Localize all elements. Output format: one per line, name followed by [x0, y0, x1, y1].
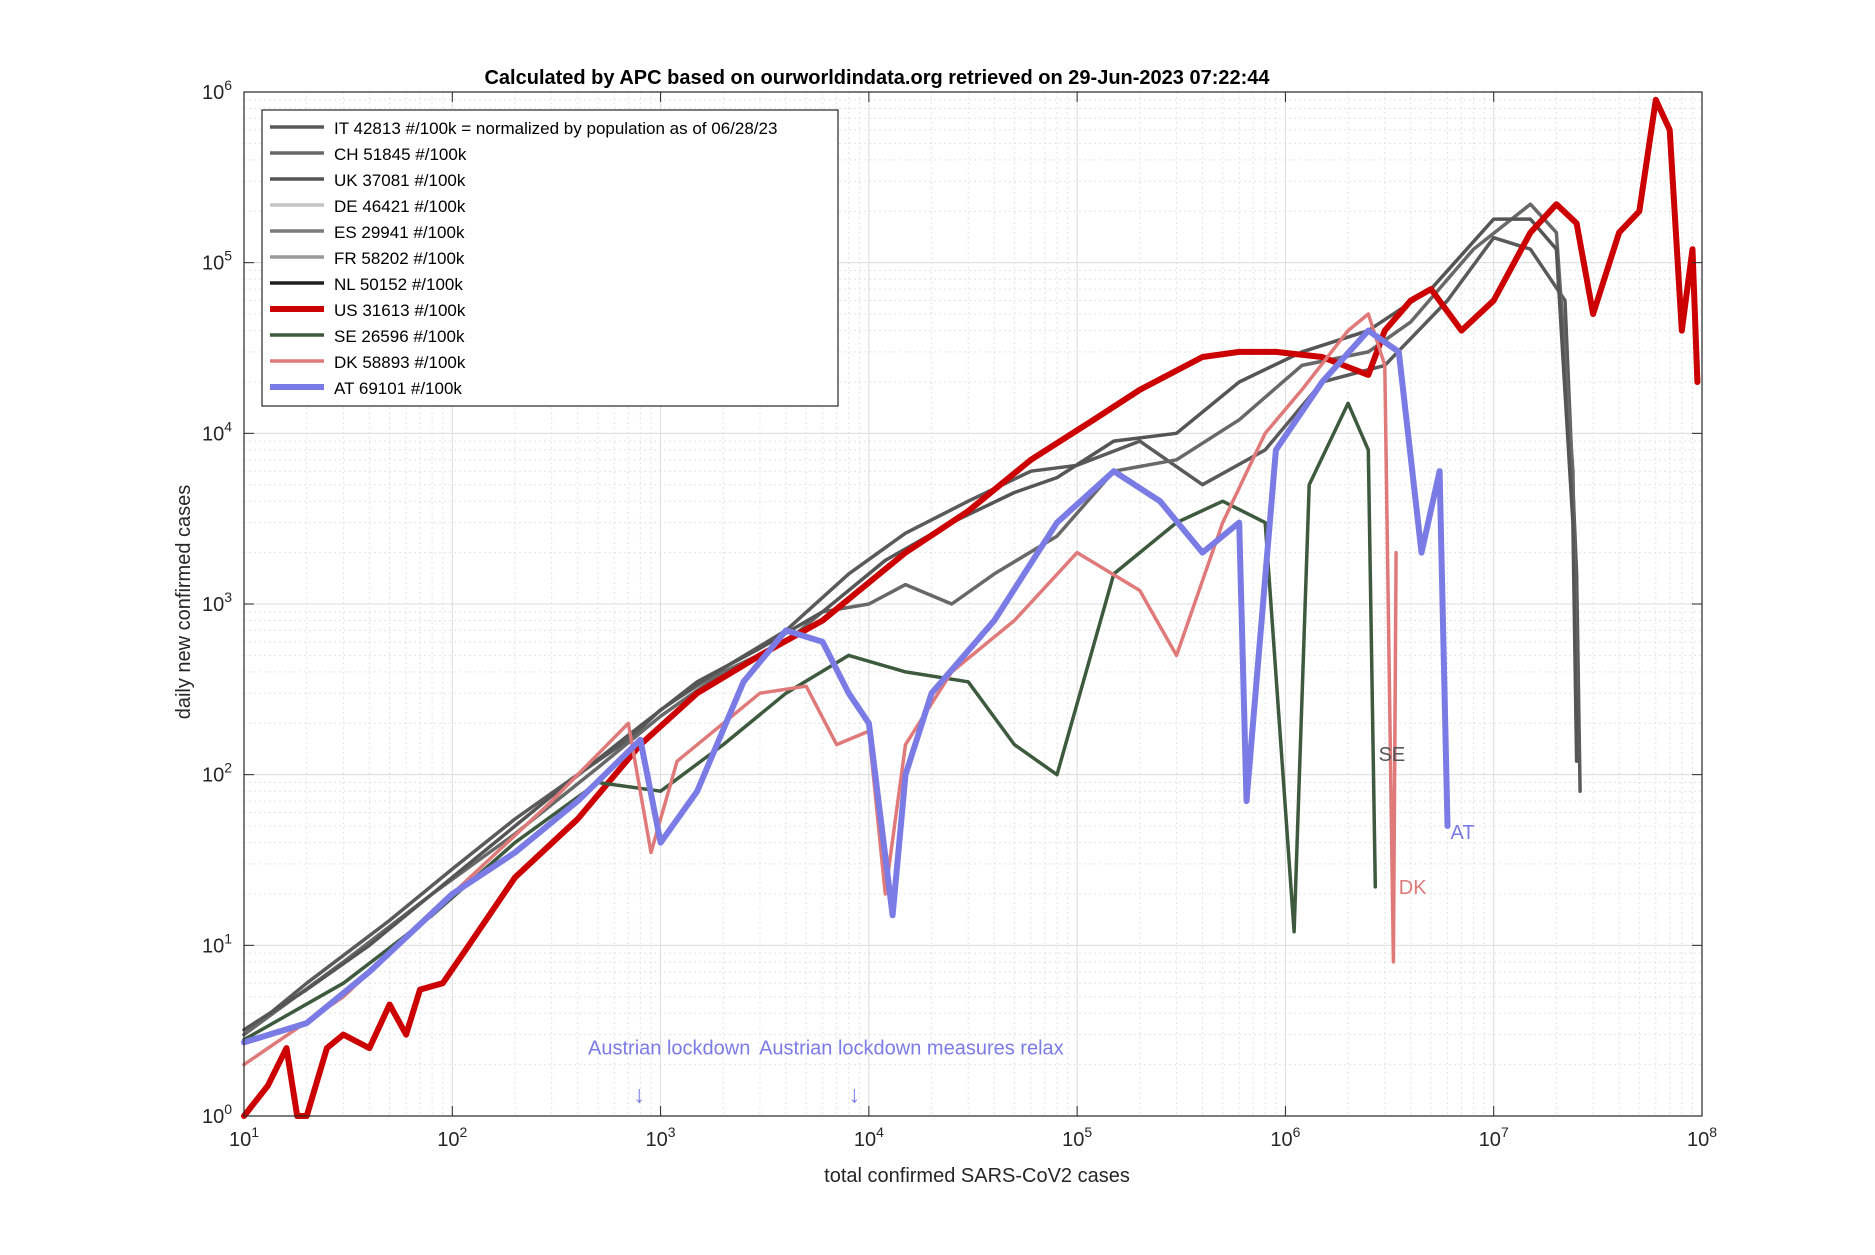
- y-tick-label: 102: [202, 760, 232, 787]
- x-axis-label: total confirmed SARS-CoV2 cases: [824, 1165, 1130, 1187]
- legend-entry: AT 69101 #/100k: [334, 379, 462, 398]
- legend-entry: CH 51845 #/100k: [334, 145, 467, 164]
- annotation-label: AT: [1450, 822, 1474, 844]
- down-arrow-icon: ↓: [633, 1081, 645, 1108]
- legend-entry: FR 58202 #/100k: [334, 249, 465, 268]
- y-tick-label: 106: [202, 77, 232, 104]
- legend-entry: UK 37081 #/100k: [334, 171, 466, 190]
- annotation-label: Austrian lockdown measures relax: [759, 1037, 1064, 1059]
- y-tick-label: 104: [202, 418, 232, 445]
- y-axis-label: daily new confirmed cases: [173, 485, 195, 720]
- legend-entry: IT 42813 #/100k = normalized by populati…: [334, 119, 777, 138]
- series-line: [242, 312, 1398, 1067]
- annotations: SE DK AT Austrian lockdown ↓ Austrian lockdow…: [588, 744, 1475, 1108]
- annotation-label: SE: [1379, 744, 1406, 766]
- legend-entry: DK 58893 #/100k: [334, 353, 466, 372]
- y-tick-label: 103: [202, 589, 232, 616]
- legend-entry: NL 50152 #/100k: [334, 275, 463, 294]
- x-tick-label: 104: [854, 1124, 884, 1151]
- x-tick-label: 107: [1479, 1124, 1509, 1151]
- chart-title: Calculated by APC based on ourworldindat…: [484, 67, 1270, 89]
- x-tick-label: 106: [1270, 1124, 1300, 1151]
- legend-entry: ES 29941 #/100k: [334, 223, 465, 242]
- legend-entry: DE 46421 #/100k: [334, 197, 466, 216]
- x-tick-label: 101: [229, 1124, 259, 1151]
- series-line: [242, 217, 1579, 1032]
- legend-entry: SE 26596 #/100k: [334, 327, 465, 346]
- x-tick-label: 108: [1687, 1124, 1717, 1151]
- series-line: [242, 202, 1579, 1037]
- series-line: [242, 401, 1378, 1042]
- annotation-label: Austrian lockdown: [588, 1037, 750, 1059]
- series-line: [241, 96, 1701, 1119]
- y-tick-label: 105: [202, 248, 232, 275]
- axes: 101 102 103 104 105 106 107 1081001011021031041…: [202, 77, 1717, 1151]
- y-tick-label: 101: [202, 930, 232, 957]
- y-tick-label: 100: [202, 1101, 232, 1128]
- x-tick-label: 105: [1062, 1124, 1092, 1151]
- x-tick-label: 103: [646, 1124, 676, 1151]
- legend-entry: US 31613 #/100k: [334, 301, 466, 320]
- legend: IT 42813 #/100k = normalized by populati…: [261, 109, 839, 407]
- series-layer: [241, 96, 1701, 1119]
- down-arrow-icon: ↓: [848, 1081, 860, 1108]
- annotation-label: DK: [1399, 877, 1427, 899]
- legend-box: [261, 109, 839, 407]
- series-line: [241, 327, 1451, 1046]
- x-tick-label: 102: [437, 1124, 467, 1151]
